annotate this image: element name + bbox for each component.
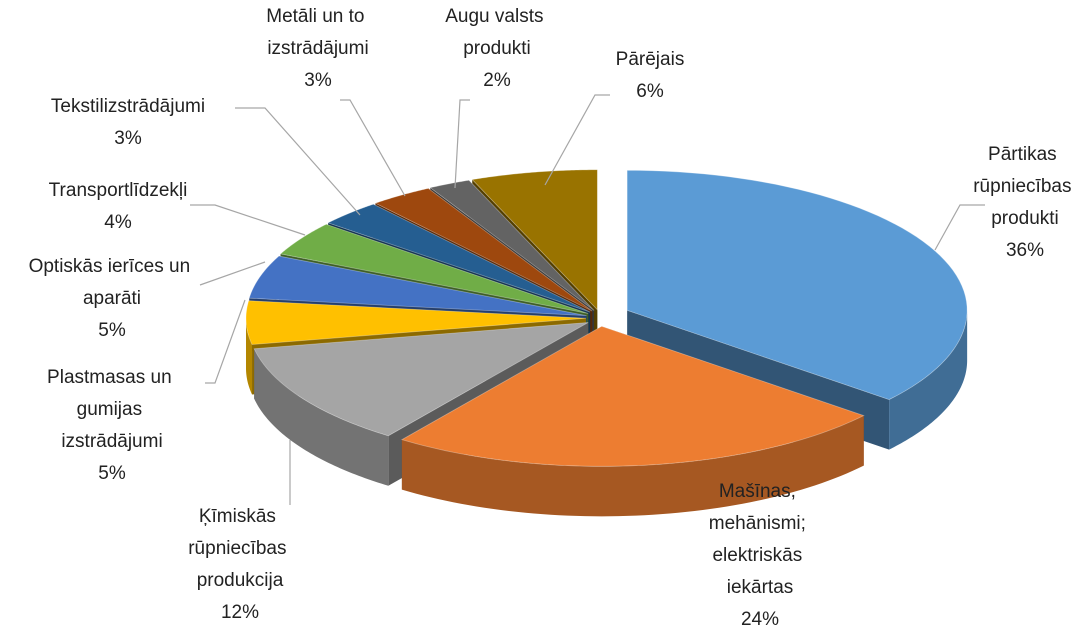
category-label: Optiskās ierīces un aparāti: [29, 256, 196, 309]
value-label: 6%: [636, 81, 664, 102]
value-label: 5%: [98, 463, 126, 484]
slice-side: [401, 415, 864, 517]
leader-line: [934, 204, 985, 251]
leader-line: [235, 107, 361, 216]
leader-line: [205, 299, 246, 384]
slice-top: [327, 203, 591, 313]
value-label: 3%: [304, 70, 332, 91]
leader-line: [190, 204, 306, 236]
category-label: Metāli un to izstrādājumi: [266, 6, 370, 59]
slice-top: [279, 223, 589, 314]
slice-top: [245, 300, 587, 345]
slice-top: [253, 322, 589, 437]
value-label: 12%: [221, 602, 259, 623]
value-label: 2%: [483, 70, 511, 91]
slice-top: [400, 325, 865, 467]
value-label: 5%: [98, 320, 126, 341]
category-label: Tekstilizstrādājumi: [51, 96, 205, 117]
value-label: 24%: [741, 609, 779, 630]
category-label: Ķīmiskās rūpniecības produkcija: [188, 506, 292, 591]
slice-top: [471, 169, 598, 311]
slice-top: [429, 179, 595, 311]
value-label: 36%: [1006, 240, 1044, 261]
category-label: Plastmasas un gumijas izstrādājumi: [47, 367, 177, 452]
leader-line: [544, 94, 610, 186]
slice: [400, 325, 865, 517]
slice-side: [889, 310, 968, 450]
slice-top: [374, 187, 593, 312]
category-label: Pārējais: [616, 49, 685, 70]
slice-side: [246, 318, 253, 395]
slice-side: [254, 348, 389, 486]
category-label: Mašīnas, mehānismi; elektriskās iekārtas: [709, 481, 811, 598]
slice-top: [626, 169, 968, 401]
value-label: 3%: [114, 128, 142, 149]
category-label: Pārtikas rūpniecības produkti: [973, 144, 1077, 229]
leader-line: [340, 99, 406, 197]
value-label: 4%: [104, 212, 132, 233]
slice-top: [248, 255, 587, 317]
leader-line: [199, 261, 266, 286]
category-label: Transportlīdzekļi: [49, 180, 188, 201]
category-label: Augu valsts produkti: [445, 6, 549, 59]
leader-line: [454, 99, 470, 189]
